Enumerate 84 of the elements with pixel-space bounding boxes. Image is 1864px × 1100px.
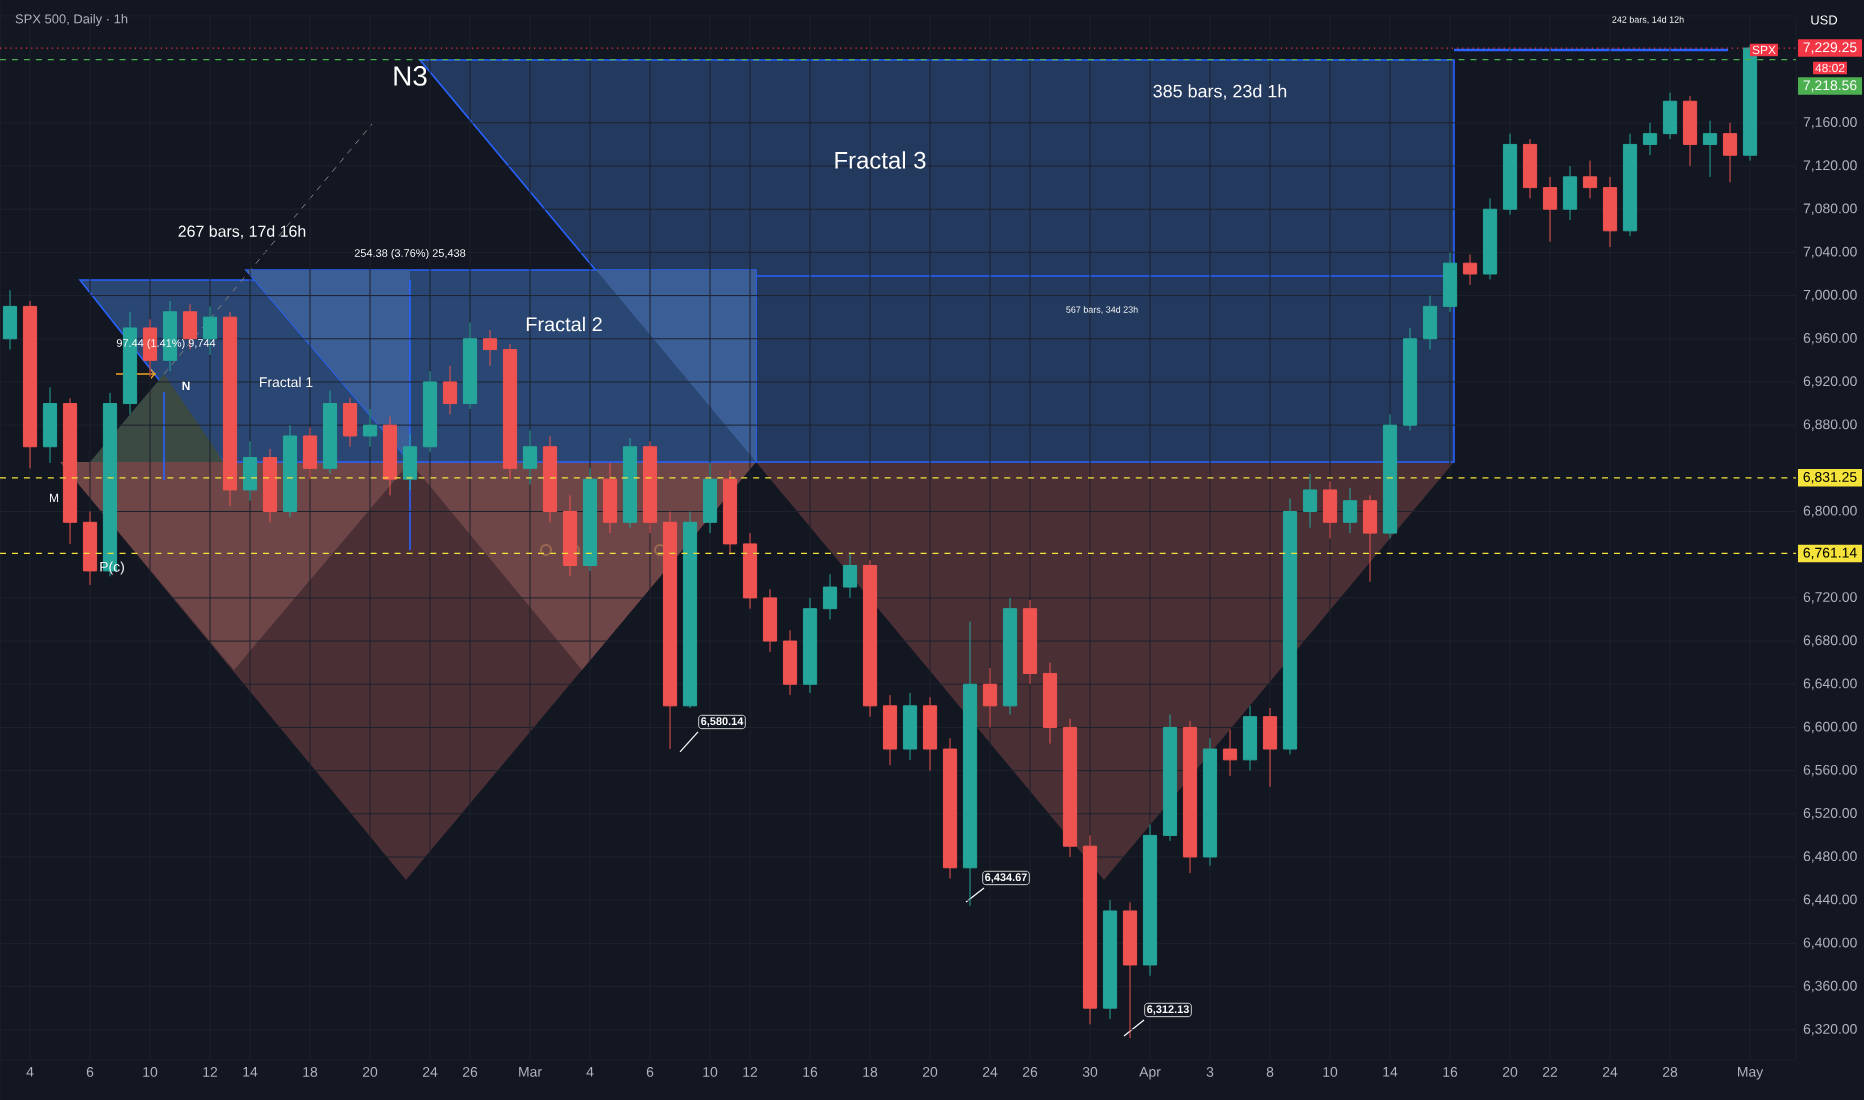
candlestick xyxy=(862,559,878,718)
annotation: N3 xyxy=(394,66,427,86)
candlestick xyxy=(842,552,858,599)
candlestick xyxy=(1322,480,1338,539)
candlestick xyxy=(942,737,958,880)
candlestick xyxy=(262,448,278,523)
candlestick xyxy=(1462,254,1478,286)
candlestick xyxy=(782,629,798,696)
candlestick xyxy=(1262,707,1278,788)
candlestick xyxy=(922,696,938,772)
candlestick xyxy=(1102,899,1118,1020)
candlestick xyxy=(462,322,478,410)
candlestick xyxy=(282,424,298,518)
candlestick xyxy=(1502,133,1518,216)
candlestick xyxy=(962,621,978,907)
candlestick xyxy=(442,365,458,415)
candlestick xyxy=(2,289,18,351)
candlestick xyxy=(1602,176,1618,248)
candlestick xyxy=(1482,197,1498,280)
candlestick xyxy=(722,469,738,556)
candlestick xyxy=(1082,834,1098,1025)
candlestick xyxy=(1042,662,1058,745)
candlestick xyxy=(22,300,38,469)
candlestick xyxy=(742,532,758,610)
candlestick xyxy=(582,467,598,572)
candlestick xyxy=(1522,138,1538,199)
candlestick xyxy=(322,390,338,475)
candlestick xyxy=(802,597,818,694)
candlestick xyxy=(1562,165,1578,221)
candlestick xyxy=(1302,473,1318,529)
candlestick xyxy=(542,435,558,523)
candlestick xyxy=(1662,92,1678,140)
candlestick xyxy=(1702,120,1718,178)
candlestick xyxy=(1122,901,1138,1039)
candlestick xyxy=(1422,295,1438,351)
candlestick xyxy=(302,426,318,480)
candlestick xyxy=(502,343,518,480)
candlestick xyxy=(642,440,658,534)
candlestick xyxy=(622,437,638,529)
candlestick xyxy=(1162,713,1178,842)
candlestick xyxy=(1442,251,1458,313)
annotation: Fractal 2 xyxy=(526,316,602,332)
candlestick xyxy=(1682,95,1698,167)
candlestick xyxy=(522,430,538,486)
candlestick xyxy=(1022,599,1038,685)
annotation: Fractal 3 xyxy=(835,151,926,169)
candlestick xyxy=(1622,133,1638,237)
candlestick xyxy=(1642,122,1658,156)
candlestick xyxy=(1342,487,1358,534)
candlestick xyxy=(882,694,898,766)
candlestick xyxy=(902,692,918,761)
candlestick xyxy=(702,462,718,534)
candlestick xyxy=(982,667,998,728)
candlestick xyxy=(762,588,778,653)
candlestick xyxy=(1002,597,1018,715)
candlestick xyxy=(42,386,58,464)
candlestick xyxy=(1722,122,1738,183)
candlestick xyxy=(402,433,418,491)
candlestick xyxy=(682,511,698,709)
candlestick xyxy=(1202,737,1218,867)
candlestick xyxy=(1222,729,1238,777)
candlestick xyxy=(82,511,98,586)
candlestick xyxy=(1582,160,1598,199)
candlestick xyxy=(242,440,258,502)
candlestick xyxy=(222,311,238,507)
candlestick xyxy=(1402,327,1418,432)
candlestick xyxy=(62,397,78,545)
candlestick xyxy=(1182,720,1198,874)
candlestick xyxy=(662,511,678,750)
candlestick xyxy=(422,370,438,453)
candlestick xyxy=(342,397,358,448)
annotation: 385 bars, 23d 1h xyxy=(1153,84,1287,100)
candlestick xyxy=(822,573,838,620)
candlestick xyxy=(1062,718,1078,858)
candlestick xyxy=(1242,705,1258,772)
candlestick xyxy=(1142,824,1158,977)
candlestick xyxy=(362,408,378,448)
candlestick xyxy=(1282,498,1298,755)
candlestick xyxy=(382,416,398,496)
candlestick xyxy=(1542,176,1558,243)
candlestick xyxy=(1382,413,1398,539)
candlestick xyxy=(602,462,618,534)
candlestick xyxy=(1362,494,1378,583)
candlestick xyxy=(482,329,498,367)
